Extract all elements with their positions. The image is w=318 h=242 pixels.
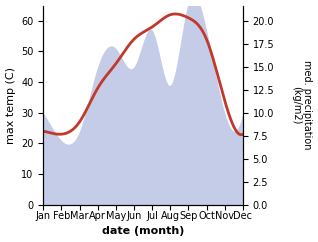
X-axis label: date (month): date (month) — [102, 227, 184, 236]
Y-axis label: med. precipitation
(kg/m2): med. precipitation (kg/m2) — [291, 60, 313, 150]
Y-axis label: max temp (C): max temp (C) — [5, 67, 16, 144]
